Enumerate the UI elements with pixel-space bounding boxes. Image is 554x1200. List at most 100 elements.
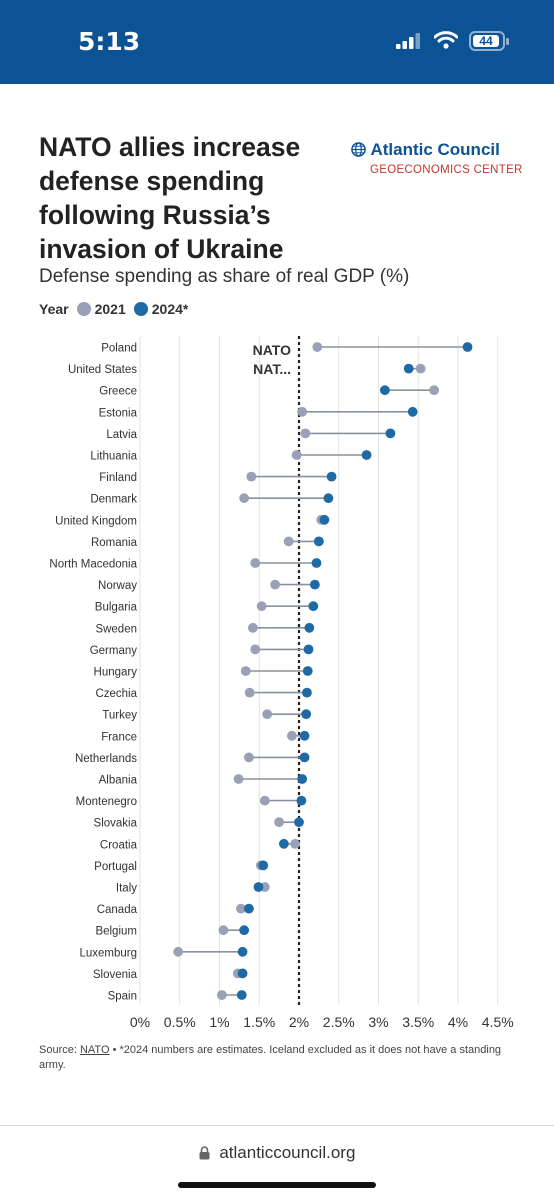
dot-2021-north-macedonia: [250, 558, 261, 568]
dot-2024-spain: [236, 990, 247, 1000]
status-bar: 5:13 44: [0, 0, 554, 84]
dot-2024-italy: [253, 882, 264, 892]
country-label-romania: Romania: [91, 537, 138, 549]
dot-2024-denmark: [323, 493, 334, 504]
battery-level: 44: [473, 35, 499, 47]
country-label-lithuania: Lithuania: [90, 451, 137, 463]
globe-icon: [351, 142, 366, 157]
dot-2021-canada: [236, 903, 246, 914]
logo-subtitle: GEOECONOMICS CENTER: [370, 164, 523, 176]
dot-2021-luxemburg: [173, 946, 184, 957]
source-text: • *2024 numbers are estimates. Iceland e…: [39, 1044, 502, 1071]
country-label-slovenia: Slovenia: [93, 969, 138, 981]
country-label-sweden: Sweden: [95, 623, 137, 635]
country-label-north-macedonia: North Macedonia: [49, 559, 137, 571]
dot-2024-portugal: [258, 860, 269, 871]
country-label-canada: Canada: [97, 904, 138, 916]
country-label-portugal: Portugal: [94, 861, 137, 873]
country-label-bulgaria: Bulgaria: [95, 602, 138, 614]
country-label-italy: Italy: [116, 883, 137, 895]
chart-title: NATO allies increase defense spending fo…: [39, 132, 301, 264]
dot-2024-slovakia: [294, 817, 304, 828]
dot-2024-czechia: [302, 687, 312, 698]
dot-2024-poland: [462, 342, 473, 352]
signal-icon: [396, 33, 422, 54]
home-indicator[interactable]: [178, 1182, 376, 1188]
dot-2024-luxemburg: [237, 946, 248, 957]
dot-2021-belgium: [218, 925, 229, 936]
x-tick-label: 4%: [448, 1014, 468, 1030]
legend-dot-2021: [76, 302, 91, 316]
atlantic-council-logo[interactable]: Atlantic Council GEOECONOMICS CENTER: [351, 140, 523, 176]
dot-2024-slovenia: [237, 968, 248, 979]
dot-2021-greece: [429, 385, 440, 396]
dot-2021-denmark: [239, 493, 250, 504]
dot-2021-slovakia: [274, 817, 285, 828]
dot-2024-united-states: [403, 363, 414, 374]
divider: [0, 1125, 554, 1126]
dot-2024-montenegro: [296, 795, 307, 806]
legend-dot-2024: [133, 302, 148, 316]
dot-2021-spain: [216, 990, 227, 1000]
legend-item-2021: 2021: [94, 301, 126, 317]
country-label-spain: Spain: [108, 991, 137, 1003]
x-tick-label: 1%: [209, 1014, 229, 1030]
chart-legend: Year 2021 2024*: [39, 301, 188, 317]
country-label-finland: Finland: [99, 472, 137, 484]
dot-2024-netherlands: [299, 752, 310, 763]
country-label-poland: Poland: [101, 343, 137, 355]
x-tick-label: 2.5%: [323, 1014, 355, 1030]
dot-2021-croatia: [290, 838, 300, 849]
dot-2024-latvia: [385, 428, 396, 439]
threshold-label: NAT...: [253, 361, 291, 377]
country-label-turkey: Turkey: [102, 710, 137, 722]
dot-2024-romania: [313, 536, 324, 547]
browser-url-bar[interactable]: atlanticcouncil.org: [0, 1143, 554, 1165]
x-tick-label: 4.5%: [482, 1014, 514, 1030]
dot-2024-north-macedonia: [311, 558, 322, 568]
country-label-luxemburg: Luxemburg: [79, 947, 137, 959]
source-link[interactable]: NATO: [79, 1044, 110, 1056]
dot-2021-poland: [312, 342, 323, 352]
country-label-montenegro: Montenegro: [76, 796, 137, 808]
x-tick-label: 2%: [289, 1014, 309, 1030]
lock-icon: [199, 1145, 210, 1165]
status-time: 5:13: [78, 27, 141, 56]
dot-2024-france: [299, 730, 310, 741]
source-note: Source: NATO • *2024 numbers are estimat…: [39, 1043, 529, 1073]
dumbbell-chart: 0% 0.5% 1% 1.5% 2% 2.5% 3% 3.5% 4% 4.5% NATO NAT...…: [49, 336, 514, 1030]
dot-2021-france: [286, 730, 297, 741]
dot-2021-netherlands: [244, 752, 254, 763]
battery-icon: 44: [469, 31, 509, 51]
country-label-belgium: Belgium: [95, 926, 137, 938]
country-label-netherlands: Netherlands: [75, 753, 137, 765]
dot-2024-estonia: [407, 406, 418, 417]
dot-2021-finland: [246, 471, 257, 482]
dot-2021-hungary: [240, 666, 251, 676]
dot-2024-sweden: [304, 622, 315, 633]
dot-2021-turkey: [262, 709, 273, 720]
country-label-croatia: Croatia: [100, 839, 138, 851]
country-label-slovakia: Slovakia: [94, 818, 138, 830]
dot-2024-canada: [244, 903, 254, 914]
dot-2024-bulgaria: [308, 601, 319, 612]
dot-2024-hungary: [302, 666, 313, 676]
x-tick-label: 1.5%: [243, 1014, 275, 1030]
dot-2021-romania: [283, 536, 294, 547]
legend-item-2024: 2024*: [151, 301, 189, 317]
dot-2024-belgium: [239, 925, 250, 936]
dot-2021-germany: [250, 644, 261, 655]
source-label: Source:: [39, 1044, 80, 1056]
country-label-france: France: [101, 731, 137, 743]
dot-2024-turkey: [301, 709, 312, 720]
x-tick-label: 0%: [130, 1014, 150, 1030]
dot-2024-croatia: [278, 838, 289, 849]
chart-subtitle: Defense spending as share of real GDP (%…: [39, 266, 410, 287]
url-text: atlanticcouncil.org: [219, 1143, 356, 1162]
country-label-hungary: Hungary: [94, 667, 138, 679]
country-label-latvia: Latvia: [106, 429, 137, 441]
dot-2024-united-kingdom: [319, 514, 330, 525]
dot-2024-lithuania: [361, 450, 372, 460]
logo-name: Atlantic Council: [370, 140, 500, 159]
dot-2024-germany: [303, 644, 314, 655]
